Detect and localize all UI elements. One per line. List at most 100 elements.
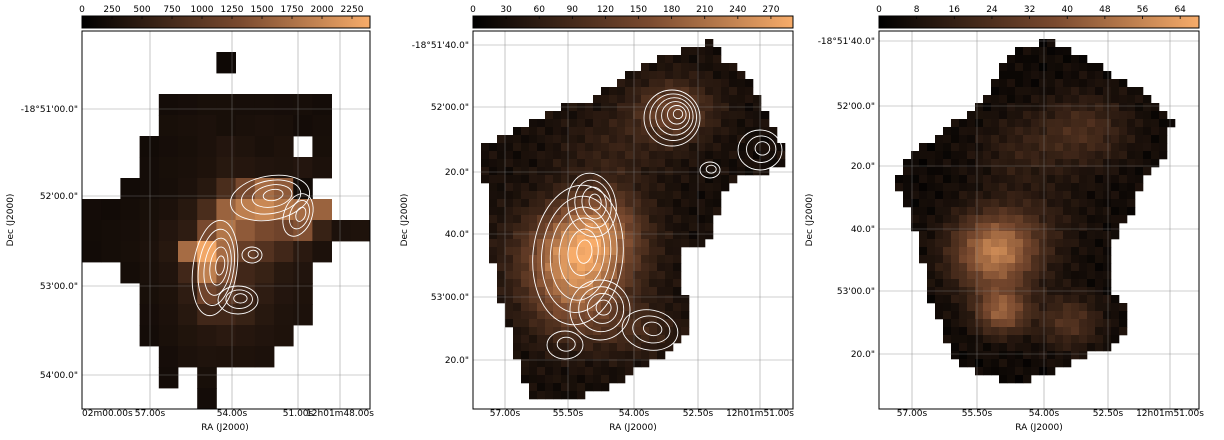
heatmap-cell bbox=[1087, 223, 1096, 232]
heatmap-cell bbox=[1111, 327, 1120, 336]
heatmap-cell bbox=[641, 135, 650, 144]
heatmap-cell bbox=[911, 215, 920, 224]
heatmap-cell bbox=[593, 343, 602, 352]
heatmap-cell bbox=[649, 319, 658, 328]
heatmap-cell bbox=[911, 223, 920, 232]
heatmap-cell bbox=[1023, 335, 1032, 344]
heatmap-cell bbox=[1103, 271, 1112, 280]
heatmap-cell bbox=[649, 335, 658, 344]
heatmap-cell bbox=[935, 279, 944, 288]
heatmap-cell bbox=[1167, 119, 1176, 128]
heatmap-cell bbox=[1079, 255, 1088, 264]
heatmap-cell bbox=[489, 223, 498, 232]
heatmap-cell bbox=[561, 127, 570, 136]
heatmap-cell bbox=[1119, 95, 1128, 104]
contour-line bbox=[209, 246, 229, 286]
heatmap-cell bbox=[959, 319, 968, 328]
heatmap-cell bbox=[553, 311, 562, 320]
heatmap-cell bbox=[1047, 311, 1056, 320]
heatmap-cell bbox=[649, 183, 658, 192]
heatmap-cell bbox=[633, 191, 642, 200]
heatmap-cell bbox=[673, 55, 682, 64]
heatmap-cell bbox=[705, 135, 714, 144]
heatmap-cell bbox=[593, 319, 602, 328]
heatmap-cell bbox=[1119, 119, 1128, 128]
heatmap-cell bbox=[601, 159, 610, 168]
heatmap-cell bbox=[585, 183, 594, 192]
heatmap-cell bbox=[1135, 135, 1144, 144]
heatmap-cell bbox=[641, 95, 650, 104]
contours-2 bbox=[532, 89, 783, 360]
y-axis-label-3: Dec (J2000) bbox=[805, 194, 815, 247]
heatmap-cell bbox=[737, 79, 746, 88]
heatmap-cell bbox=[139, 178, 160, 200]
heatmap-cell bbox=[1039, 47, 1048, 56]
heatmap-cell bbox=[633, 87, 642, 96]
panel-2: 0 30 60 90 120 150 180 210 240 270 57.00s 55.50s 54… bbox=[400, 5, 794, 433]
heatmap-cell bbox=[505, 223, 514, 232]
heatmap-cell bbox=[593, 247, 602, 256]
heatmap-cell bbox=[1047, 303, 1056, 312]
heatmap-cell bbox=[721, 119, 730, 128]
heatmap-cell bbox=[641, 183, 650, 192]
heatmap-cell bbox=[1047, 327, 1056, 336]
heatmap-cell bbox=[1055, 127, 1064, 136]
heatmap-cell bbox=[935, 207, 944, 216]
heatmap-cell bbox=[681, 199, 690, 208]
heatmap-cell bbox=[935, 175, 944, 184]
heatmap-cell bbox=[1031, 271, 1040, 280]
heatmap-cell bbox=[641, 255, 650, 264]
heatmap-cell bbox=[983, 135, 992, 144]
heatmap-cell bbox=[919, 223, 928, 232]
heatmap-cell bbox=[951, 151, 960, 160]
heatmap-cell bbox=[617, 271, 626, 280]
contour-line bbox=[241, 246, 263, 264]
heatmap-cell bbox=[569, 343, 578, 352]
heatmap-cell bbox=[935, 183, 944, 192]
heatmap-cell bbox=[697, 167, 706, 176]
heatmap-cell bbox=[1103, 199, 1112, 208]
heatmap-cell bbox=[983, 207, 992, 216]
heatmap-cell bbox=[1063, 279, 1072, 288]
heatmap-cell bbox=[553, 327, 562, 336]
heatmap-cell bbox=[657, 127, 666, 136]
heatmap-cell bbox=[569, 119, 578, 128]
heatmap-cell bbox=[593, 207, 602, 216]
heatmap-cell bbox=[235, 115, 256, 137]
heatmap-cell bbox=[943, 159, 952, 168]
heatmap-cell bbox=[967, 183, 976, 192]
heatmap-cell bbox=[1007, 199, 1016, 208]
heatmap-cell bbox=[1039, 71, 1048, 80]
heatmap-cell bbox=[991, 199, 1000, 208]
heatmap-cell bbox=[625, 335, 634, 344]
heatmap-cell bbox=[649, 279, 658, 288]
heatmap-cell bbox=[1023, 159, 1032, 168]
heatmap-cell bbox=[577, 143, 586, 152]
heatmap-cell bbox=[1023, 327, 1032, 336]
heatmap-cell bbox=[216, 94, 236, 116]
heatmap-cell bbox=[593, 231, 602, 240]
heatmap-cell bbox=[1023, 359, 1032, 368]
heatmap-cell bbox=[513, 327, 522, 336]
heatmap-cell bbox=[513, 247, 522, 256]
heatmap-cell bbox=[1111, 119, 1120, 128]
heatmap-cell bbox=[521, 207, 530, 216]
heatmap-cell bbox=[967, 223, 976, 232]
heatmap-cell bbox=[1079, 79, 1088, 88]
heatmap-cell bbox=[545, 271, 554, 280]
heatmap-cell bbox=[1063, 327, 1072, 336]
heatmap-cell bbox=[537, 375, 546, 384]
heatmap-cell bbox=[1095, 231, 1104, 240]
heatmap-cell bbox=[1063, 295, 1072, 304]
heatmap-cell bbox=[1087, 215, 1096, 224]
heatmap-cell bbox=[585, 167, 594, 176]
heatmap-cell bbox=[991, 159, 1000, 168]
heatmap-cell bbox=[633, 175, 642, 184]
contour-line bbox=[251, 184, 293, 208]
heatmap-cell bbox=[737, 127, 746, 136]
heatmap-cell bbox=[293, 262, 313, 284]
heatmap-cell bbox=[139, 262, 160, 284]
heatmap-cell bbox=[553, 167, 562, 176]
heatmap-cell bbox=[545, 255, 554, 264]
heatmap-cell bbox=[1087, 167, 1096, 176]
